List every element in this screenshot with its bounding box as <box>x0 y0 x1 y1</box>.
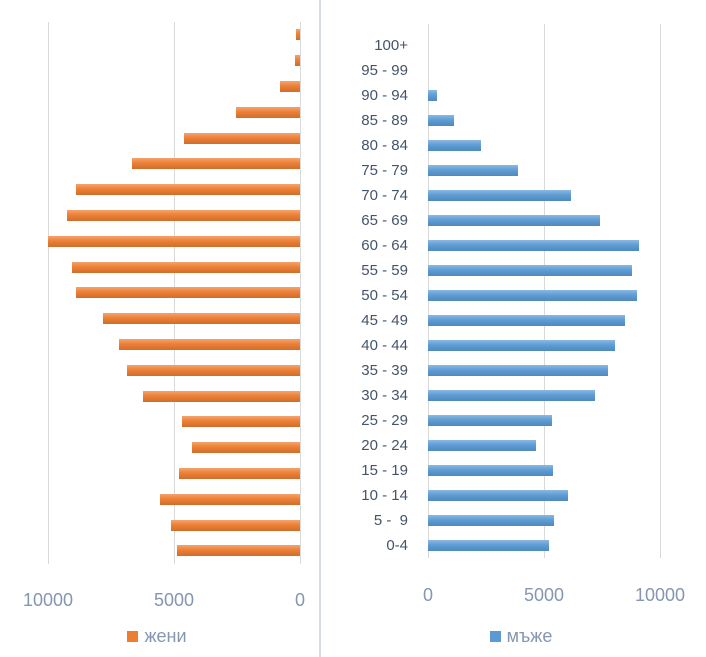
x-tick-label: 0 <box>422 585 433 605</box>
men-bar <box>428 490 569 501</box>
women-bar <box>176 545 300 557</box>
gridline <box>659 24 661 558</box>
gridline <box>299 22 301 564</box>
age-group-label: 55 - 59 <box>361 261 408 279</box>
women-bar <box>191 442 300 454</box>
age-group-label: 40 - 44 <box>361 336 408 354</box>
women-bar <box>296 29 300 41</box>
x-tick-label: 10000 <box>634 585 686 605</box>
men-bar <box>428 115 454 126</box>
men-bar <box>428 390 596 401</box>
x-tick-label: 10000 <box>22 590 74 610</box>
men-bar <box>428 290 637 301</box>
women-bar <box>181 416 300 428</box>
men-legend-swatch-icon <box>489 630 501 642</box>
men-bar <box>428 90 438 101</box>
x-tick-label: 5000 <box>523 585 565 605</box>
age-group-label: 50 - 54 <box>361 286 408 304</box>
women-legend-label: жени <box>144 625 187 646</box>
age-group-label: 85 - 89 <box>361 111 408 129</box>
age-group-label: 35 - 39 <box>361 361 408 379</box>
age-group-label: 20 - 24 <box>361 436 408 454</box>
age-group-label: 100+ <box>374 36 408 54</box>
x-tick-label: 0 <box>294 590 305 610</box>
women-bar <box>294 55 300 67</box>
age-group-label: 5 - 9 <box>373 511 408 529</box>
women-bar <box>132 158 300 170</box>
age-group-label: 45 - 49 <box>361 311 408 329</box>
age-group-label: 15 - 19 <box>361 461 408 479</box>
charts-divider <box>319 0 321 657</box>
age-group-label: 90 - 94 <box>361 86 408 104</box>
men-bar <box>428 365 608 376</box>
men-bar <box>428 265 633 276</box>
women-bar <box>103 313 300 325</box>
men-legend[interactable]: мъже <box>451 625 591 646</box>
men-bar <box>428 140 482 151</box>
women-bar <box>118 339 300 350</box>
men-bar <box>428 190 571 201</box>
men-bar <box>428 415 553 426</box>
men-bar <box>428 540 549 551</box>
women-bar <box>171 519 300 531</box>
age-group-label: 95 - 99 <box>361 61 408 79</box>
gridline <box>47 22 49 564</box>
men-bar <box>428 340 615 351</box>
age-group-label: 10 - 14 <box>361 486 408 504</box>
men-bar <box>428 465 554 476</box>
women-bar <box>71 261 300 273</box>
age-group-label: 0-4 <box>386 536 408 554</box>
women-bar <box>279 81 300 92</box>
women-bar <box>127 364 300 376</box>
women-legend[interactable]: жени <box>87 625 227 646</box>
men-bar <box>428 440 536 451</box>
women-bar <box>48 235 300 247</box>
men-bar <box>428 165 519 176</box>
women-bar <box>184 132 300 144</box>
age-group-label: 75 - 79 <box>361 161 408 179</box>
women-bar <box>66 210 300 221</box>
women-bar <box>235 106 300 118</box>
women-bar <box>160 493 300 505</box>
age-group-label: 30 - 34 <box>361 386 408 404</box>
age-group-label: 80 - 84 <box>361 136 408 154</box>
men-bar <box>428 315 626 326</box>
women-bar <box>75 184 300 196</box>
x-tick-label: 5000 <box>153 590 195 610</box>
age-group-label: 60 - 64 <box>361 236 408 254</box>
men-bar <box>428 240 640 251</box>
age-group-label: 70 - 74 <box>361 186 408 204</box>
age-group-label: 25 - 29 <box>361 411 408 429</box>
age-group-label: 65 - 69 <box>361 211 408 229</box>
women-bar <box>75 287 300 299</box>
women-bar <box>179 468 300 479</box>
men-bar <box>428 215 600 226</box>
women-legend-swatch-icon <box>127 630 139 642</box>
men-legend-label: мъже <box>506 625 553 646</box>
men-bar <box>428 515 555 526</box>
women-bar <box>142 390 300 402</box>
